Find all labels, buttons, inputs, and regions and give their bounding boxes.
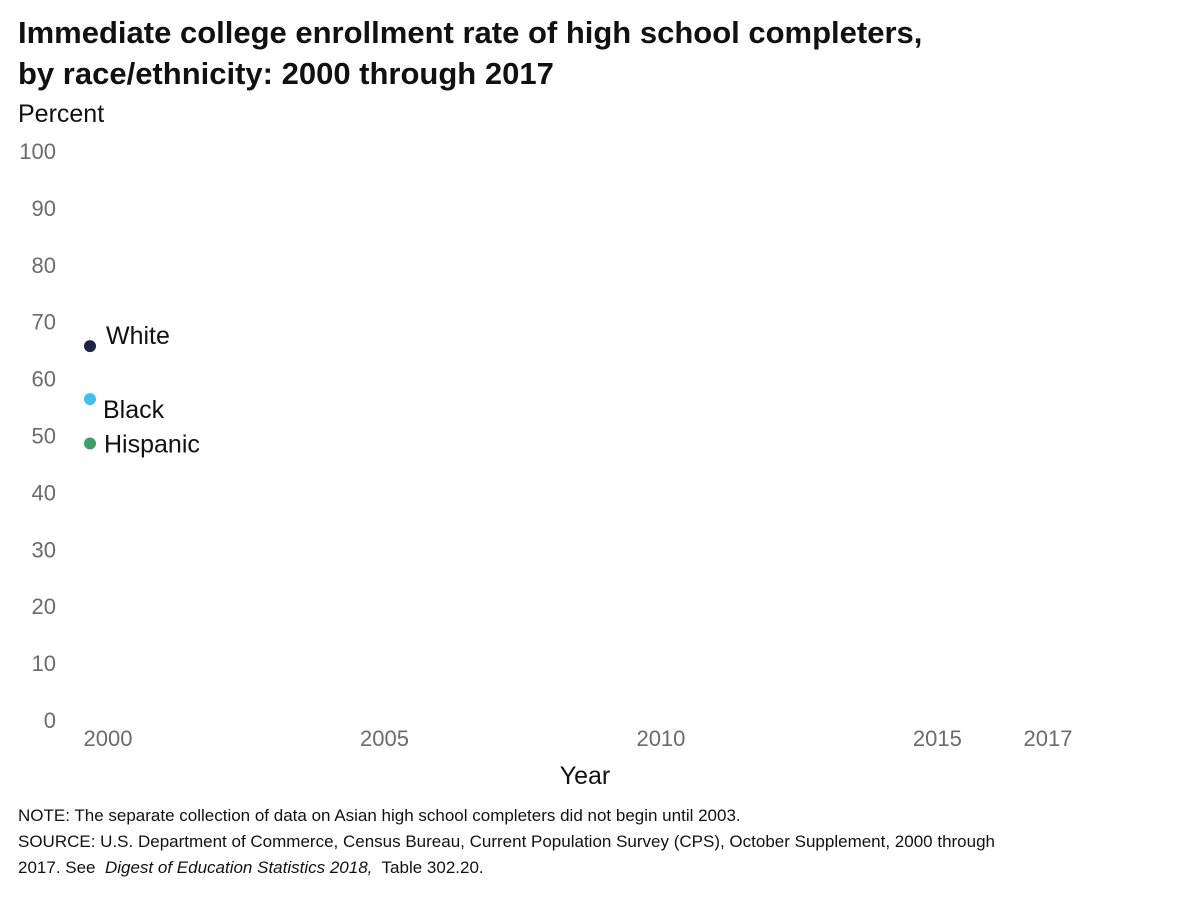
y-tick-label: 0 [44, 708, 56, 733]
data-point-hispanic [84, 437, 96, 450]
y-tick-label: 30 [32, 537, 56, 562]
footer-source-publication: Digest of Education Statistics 2018, [104, 858, 373, 877]
y-tick-label: 80 [32, 253, 56, 278]
y-tick-label: 20 [32, 594, 56, 619]
y-tick-label: 50 [32, 424, 56, 449]
footer-source-line-1: SOURCE: U.S. Department of Commerce, Cen… [18, 832, 996, 851]
data-points [84, 340, 96, 450]
y-tick-label: 10 [32, 651, 56, 676]
series-label-hispanic: Hispanic [104, 430, 200, 458]
footer-source-table: Table 302.20. [381, 858, 484, 877]
chart-title-line-1: Immediate college enrollment rate of hig… [18, 15, 923, 50]
series-labels: White Black Hispanic [103, 322, 200, 458]
x-tick-label: 2005 [360, 726, 409, 751]
data-point-white [84, 340, 96, 353]
x-tick-label: 2017 [1024, 726, 1073, 751]
y-tick-label: 60 [32, 367, 56, 392]
x-tick-label: 2010 [636, 726, 685, 751]
y-tick-label: 90 [32, 196, 56, 221]
y-axis-label: Percent [18, 100, 105, 128]
data-point-black [84, 393, 96, 406]
y-axis-ticks: 0 10 20 30 40 50 60 70 80 90 100 [19, 139, 56, 733]
footer-source-pre: 2017. See [18, 858, 96, 877]
chart-title: Immediate college enrollment rate of hig… [18, 12, 1178, 94]
footer-note: NOTE: The separate collection of data on… [18, 806, 741, 825]
x-axis-ticks: 2000 2005 2010 2015 2017 [84, 726, 1073, 751]
series-label-black: Black [103, 396, 165, 424]
y-tick-label: 40 [32, 480, 56, 505]
chart-footer: NOTE: The separate collection of data on… [18, 803, 1178, 881]
series-label-white: White [106, 322, 170, 350]
chart-title-line-2: by race/ethnicity: 2000 through 2017 [18, 56, 554, 91]
x-axis-label: Year [560, 762, 611, 790]
y-tick-label: 100 [19, 139, 56, 164]
y-tick-label: 70 [32, 310, 56, 335]
footer-source-line-2: 2017. See Digest of Education Statistics… [18, 855, 1178, 881]
x-tick-label: 2000 [84, 726, 133, 751]
x-tick-label: 2015 [913, 726, 962, 751]
